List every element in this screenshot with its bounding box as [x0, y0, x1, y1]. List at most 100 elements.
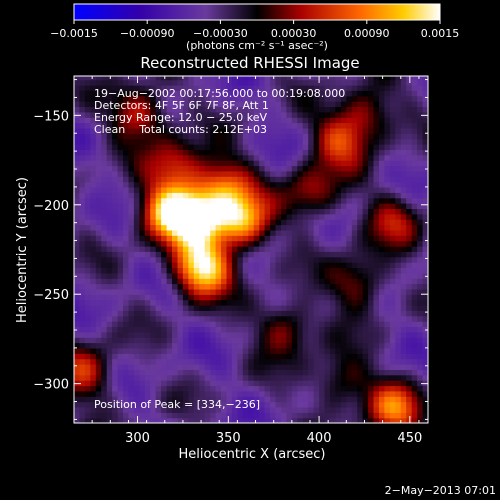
heatmap-cell: [362, 144, 369, 150]
heatmap-cell: [123, 304, 129, 311]
heatmap-cell: [286, 111, 293, 118]
heatmap-cell: [384, 369, 391, 376]
heatmap-cell: [291, 95, 298, 102]
heatmap-cell: [422, 144, 428, 150]
heatmap-cell: [215, 224, 222, 231]
heatmap-cell: [177, 251, 184, 258]
heatmap-cell: [155, 149, 162, 156]
heatmap-cell: [362, 374, 369, 381]
heatmap-cell: [182, 374, 189, 381]
heatmap-cell: [335, 326, 342, 333]
heatmap-cell: [210, 364, 217, 370]
heatmap-cell: [177, 144, 184, 150]
heatmap-cell: [340, 272, 347, 279]
heatmap-cell: [101, 251, 108, 258]
heatmap-cell: [368, 369, 375, 376]
heatmap-cell: [231, 197, 238, 204]
heatmap-cell: [74, 90, 80, 97]
heatmap-cell: [302, 186, 309, 193]
heatmap-cell: [79, 272, 86, 279]
heatmap-cell: [335, 101, 342, 107]
heatmap-cell: [231, 219, 238, 226]
heatmap-cell: [172, 213, 178, 220]
heatmap-cell: [74, 224, 80, 231]
heatmap-cell: [172, 267, 178, 274]
heatmap-cell: [210, 251, 217, 258]
heatmap-cell: [95, 326, 102, 333]
heatmap-cell: [95, 117, 102, 124]
heatmap-cell: [351, 203, 358, 209]
heatmap-cell: [123, 326, 129, 333]
heatmap-cell: [340, 111, 347, 118]
heatmap-cell: [101, 224, 108, 231]
heatmap-cell: [199, 101, 206, 107]
heatmap-cell: [231, 380, 238, 387]
heatmap-cell: [368, 406, 375, 413]
heatmap-cell: [199, 326, 206, 333]
heatmap-cell: [373, 326, 380, 333]
heatmap-cell: [172, 84, 178, 91]
heatmap-cell: [406, 133, 413, 140]
heatmap-cell: [226, 310, 233, 317]
heatmap-cell: [417, 79, 424, 86]
heatmap-cell: [166, 299, 173, 306]
heatmap-cell: [188, 122, 195, 129]
heatmap-cell: [139, 412, 146, 419]
heatmap-cell: [411, 192, 418, 199]
heatmap-cell: [302, 278, 309, 285]
heatmap-cell: [346, 186, 353, 193]
heatmap-cell: [346, 181, 353, 188]
heatmap-cell: [215, 390, 222, 397]
x-tick-label: 300: [125, 431, 150, 446]
heatmap-cell: [182, 122, 189, 129]
heatmap-cell: [210, 90, 217, 97]
heatmap-cell: [313, 272, 320, 279]
heatmap-cell: [139, 181, 146, 188]
heatmap-cell: [406, 235, 413, 242]
heatmap-cell: [84, 310, 91, 317]
heatmap-cell: [177, 160, 184, 167]
heatmap-cell: [101, 256, 108, 263]
heatmap-cell: [117, 283, 124, 290]
heatmap-cell: [177, 374, 184, 381]
heatmap-cell: [270, 326, 277, 333]
heatmap-cell: [79, 245, 86, 252]
heatmap-cell: [139, 315, 146, 322]
heatmap-cell: [106, 192, 113, 199]
heatmap-cell: [231, 208, 238, 215]
heatmap-cell: [95, 165, 102, 172]
heatmap-cell: [90, 84, 97, 91]
heatmap-cell: [106, 251, 113, 258]
heatmap-cell: [74, 208, 80, 215]
heatmap-cell: [231, 154, 238, 161]
heatmap-cell: [422, 149, 428, 156]
heatmap-cell: [400, 251, 407, 258]
heatmap-cell: [182, 90, 189, 97]
heatmap-cell: [340, 84, 347, 91]
heatmap-cell: [101, 294, 108, 301]
heatmap-cell: [123, 406, 129, 413]
heatmap-cell: [340, 256, 347, 263]
heatmap-cell: [324, 278, 331, 285]
heatmap-cell: [395, 299, 402, 306]
heatmap-cell: [182, 347, 189, 354]
heatmap-cell: [150, 76, 157, 81]
heatmap-cell: [335, 256, 342, 263]
heatmap-cell: [95, 208, 102, 215]
heatmap-cell: [275, 144, 282, 150]
heatmap-cell: [90, 213, 97, 220]
heatmap-cell: [417, 321, 424, 327]
heatmap-cell: [231, 127, 238, 134]
heatmap-cell: [291, 84, 298, 91]
heatmap-cell: [144, 406, 151, 413]
heatmap-cell: [253, 321, 260, 327]
heatmap-cell: [302, 406, 309, 413]
heatmap-cell: [368, 353, 375, 360]
heatmap-cell: [308, 208, 315, 215]
heatmap-cell: [237, 219, 244, 226]
heatmap-cell: [150, 235, 157, 242]
heatmap-cell: [79, 380, 86, 387]
heatmap-cell: [161, 369, 168, 376]
heatmap-cell: [319, 358, 326, 365]
heatmap-cell: [248, 347, 255, 354]
